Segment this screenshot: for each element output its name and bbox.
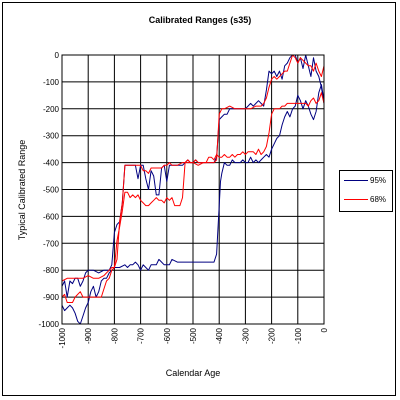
y-tick-label: -300	[43, 132, 60, 141]
legend-entry-68: 68%	[344, 194, 392, 206]
x-tick-label: -700	[137, 327, 146, 344]
series-line-68-lower	[61, 92, 325, 303]
series-group	[61, 54, 325, 325]
legend-label-95: 95%	[370, 176, 387, 185]
y-tick-label: -100	[43, 78, 60, 87]
x-tick-label: 0	[320, 327, 329, 332]
y-tick-label: -500	[43, 186, 60, 195]
y-tick-label: -700	[43, 239, 60, 248]
chart-title: Calibrated Ranges (s35)	[149, 15, 252, 25]
legend-swatch-68	[344, 199, 368, 200]
x-tick-label: -600	[163, 327, 172, 344]
series-line-95-lower	[61, 84, 325, 325]
y-tick-labels: 0 -100 -200 -300 -400 -500 -600 -700 -800 -900 -10…	[39, 51, 60, 329]
plot-border	[61, 54, 325, 325]
legend-entry-95: 95%	[344, 175, 392, 187]
y-tick-label: -600	[43, 212, 60, 221]
legend: 95% 68%	[339, 170, 393, 212]
y-tick-label: 0	[55, 51, 60, 60]
series-line-68-upper	[61, 54, 325, 282]
legend-label-68: 68%	[370, 195, 387, 204]
y-tick-label: -400	[43, 159, 60, 168]
x-tick-label: -1000	[58, 327, 67, 348]
x-tick-label: -500	[189, 327, 198, 344]
x-tick-label: -800	[110, 327, 119, 344]
x-axis-label: Calendar Age	[166, 368, 221, 378]
x-tick-label: -400	[215, 327, 224, 344]
y-tick-label: -800	[43, 266, 60, 275]
y-axis-label: Typical Calibrated Range	[17, 140, 27, 241]
x-tick-labels: -1000 -900 -800 -700 -600 -500 -400 -300 -200 -10…	[58, 327, 329, 348]
y-tick-label: -200	[43, 105, 60, 114]
x-tick-label: -900	[84, 327, 93, 344]
x-tick-label: -100	[294, 327, 303, 344]
y-tick-label: -900	[43, 293, 60, 302]
legend-swatch-95	[344, 180, 368, 181]
y-tick-label: -1000	[39, 320, 60, 329]
x-tick-label: -200	[268, 327, 277, 344]
x-tick-label: -300	[241, 327, 250, 344]
